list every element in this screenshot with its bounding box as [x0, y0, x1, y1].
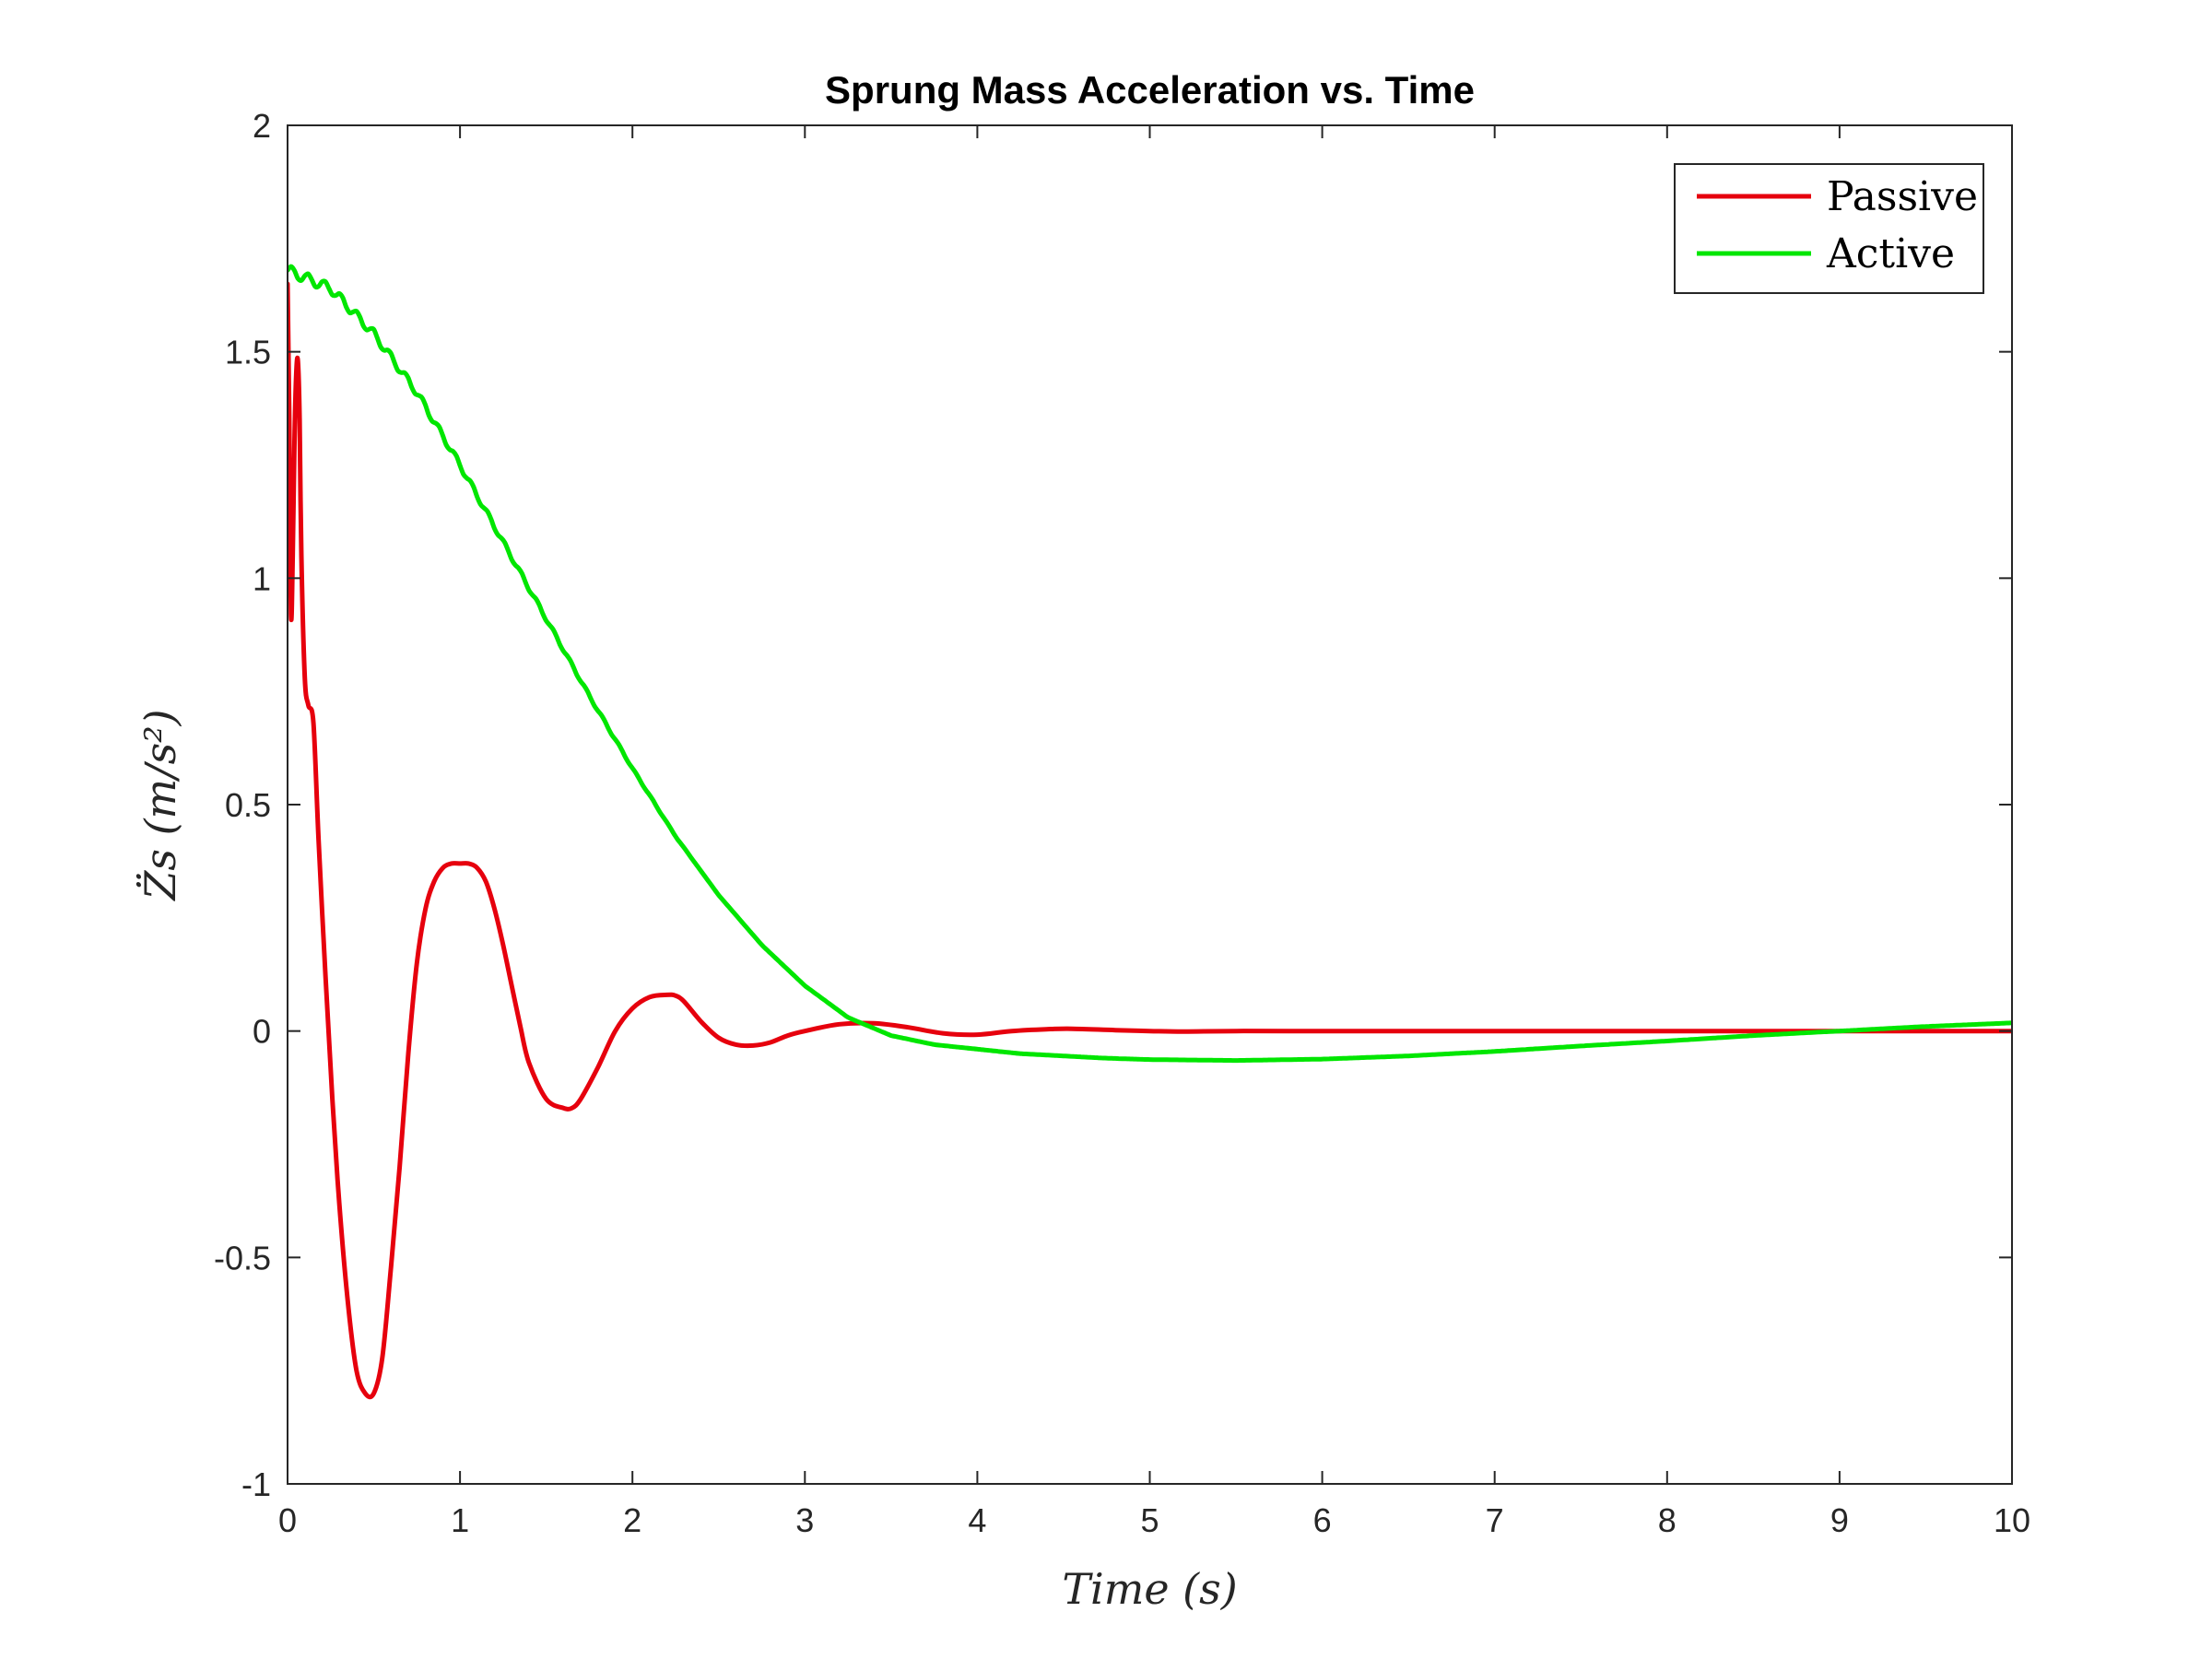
y-tick-label: 0: [253, 1013, 271, 1051]
y-axis-label: Z̈s (m/s²): [135, 709, 185, 901]
x-tick-label: 5: [1140, 1501, 1159, 1539]
series-line-passive: [288, 281, 2012, 1400]
x-tick-label: 8: [1658, 1501, 1677, 1539]
legend-label-passive: Passive: [1827, 173, 1978, 220]
legend-label-active: Active: [1826, 230, 1955, 277]
x-tick-label: 2: [623, 1501, 641, 1539]
x-tick-label: 3: [795, 1501, 814, 1539]
x-axis-label: Time (s): [1062, 1564, 1237, 1614]
plot-area: [288, 125, 2012, 1484]
chart-title: Sprung Mass Acceleration vs. Time: [825, 68, 1475, 112]
legend: Passive Active: [1674, 163, 1984, 294]
x-tick-label: 4: [968, 1501, 986, 1539]
x-tick-label: 9: [1830, 1501, 1849, 1539]
x-tick-label: 1: [451, 1501, 469, 1539]
x-tick-label: 7: [1486, 1501, 1504, 1539]
x-tick-label: 10: [1994, 1501, 2030, 1539]
y-tick-label: -1: [241, 1465, 271, 1503]
y-tick-label: 1.5: [225, 334, 271, 371]
y-tick-label: 2: [253, 107, 271, 145]
series-layer: [288, 264, 2012, 1400]
x-tick-label: 6: [1313, 1501, 1332, 1539]
legend-box: [1674, 163, 1984, 294]
y-tick-label: 1: [253, 559, 271, 597]
y-tick-label: 0.5: [225, 786, 271, 824]
x-tick-label: 0: [278, 1501, 297, 1539]
y-tick-label: -0.5: [214, 1239, 271, 1277]
ticks-layer: 0 1 2 3 4 5 6 7 8 9 10 -1 -0.5 0 0.5 1 1.5 2: [214, 107, 2030, 1539]
series-line-active: [288, 264, 2012, 1064]
